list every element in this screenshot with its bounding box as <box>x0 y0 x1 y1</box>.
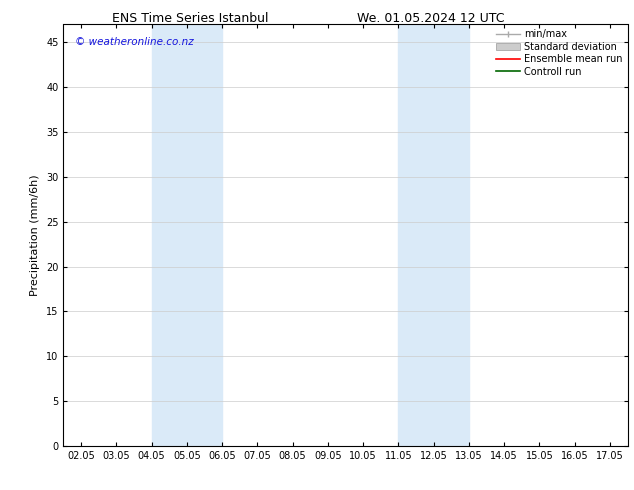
Text: ENS Time Series Istanbul: ENS Time Series Istanbul <box>112 12 268 25</box>
Text: © weatheronline.co.nz: © weatheronline.co.nz <box>75 37 193 47</box>
Bar <box>152 24 222 446</box>
Y-axis label: Precipitation (mm/6h): Precipitation (mm/6h) <box>30 174 41 296</box>
Bar <box>398 24 469 446</box>
Text: We. 01.05.2024 12 UTC: We. 01.05.2024 12 UTC <box>358 12 505 25</box>
Legend: min/max, Standard deviation, Ensemble mean run, Controll run: min/max, Standard deviation, Ensemble me… <box>494 27 624 78</box>
